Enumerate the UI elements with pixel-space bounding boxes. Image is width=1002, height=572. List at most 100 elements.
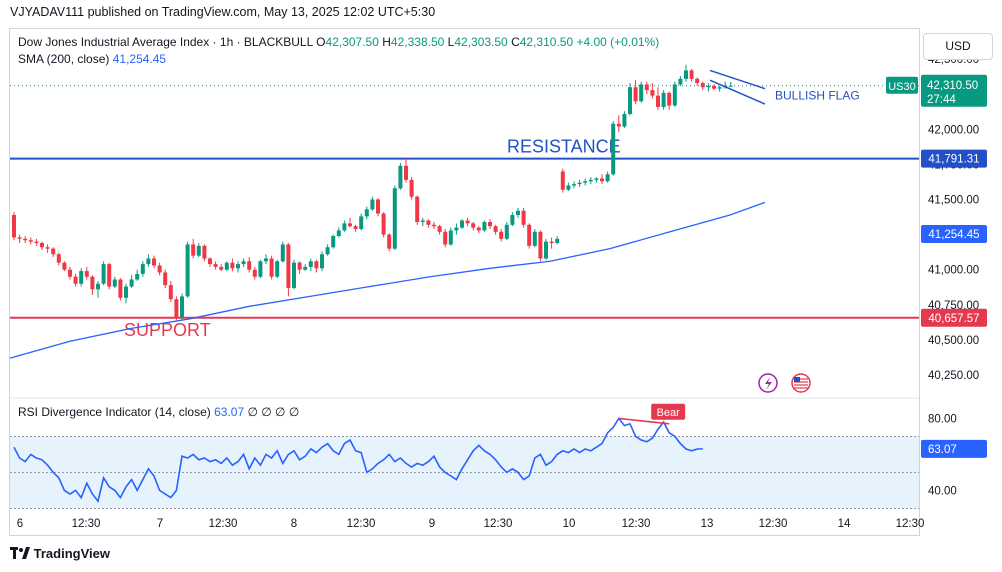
- candle-body: [17, 237, 22, 239]
- tradingview-footer[interactable]: TradingView: [10, 546, 110, 562]
- candle: [572, 181, 576, 189]
- candle: [644, 81, 649, 95]
- price-tick-label: 41,000.00: [928, 265, 979, 277]
- candle-body: [90, 276, 95, 290]
- candle: [684, 64, 688, 82]
- candle-body: [521, 210, 526, 225]
- candle: [622, 111, 627, 128]
- candle: [303, 264, 308, 272]
- candle-body: [157, 265, 162, 273]
- candle-body: [527, 224, 532, 246]
- candle: [404, 157, 408, 183]
- candle-body: [510, 214, 515, 225]
- candle-body: [409, 179, 414, 197]
- candle: [23, 236, 28, 244]
- candle: [241, 258, 246, 267]
- candle: [370, 196, 375, 211]
- symbol-name: Dow Jones Industrial Average Index · 1h …: [18, 35, 313, 49]
- candle: [605, 171, 610, 183]
- candle: [320, 251, 324, 272]
- time-tick-label: 12:30: [622, 518, 651, 530]
- candle: [488, 219, 492, 229]
- candle-body: [454, 227, 459, 231]
- candle-body: [482, 221, 487, 231]
- candle: [157, 262, 162, 276]
- candle-body: [84, 271, 89, 277]
- candle-body: [185, 244, 190, 297]
- candle: [174, 296, 179, 321]
- candle: [443, 229, 448, 248]
- candle-body: [566, 185, 571, 190]
- candle-body: [12, 214, 16, 238]
- flash-icon-bolt: [765, 377, 772, 390]
- sma-legend: SMA (200, close) 41,254.45: [18, 52, 166, 66]
- candle: [84, 266, 89, 280]
- candle: [292, 259, 296, 290]
- candle-body: [308, 261, 313, 267]
- candle-body: [555, 238, 560, 244]
- flag-label: BULLISH FLAG: [775, 89, 860, 103]
- candle: [521, 207, 526, 228]
- currency-button[interactable]: USD: [923, 33, 993, 60]
- candle-body: [538, 231, 543, 259]
- candle-body: [443, 231, 448, 245]
- candle: [101, 261, 106, 286]
- candle: [712, 84, 716, 91]
- candle-body: [152, 258, 156, 266]
- price-tick-label: 40,250.00: [928, 370, 979, 382]
- candle-body: [532, 231, 537, 246]
- candle: [583, 178, 588, 186]
- candle: [79, 268, 84, 287]
- time-tick-label: 12:30: [209, 518, 238, 530]
- candle: [308, 258, 313, 272]
- candle-body: [611, 123, 616, 175]
- candle-body: [79, 271, 84, 284]
- candle-body: [51, 248, 56, 255]
- last-price-tag: [921, 74, 987, 107]
- candle-body: [269, 258, 274, 277]
- candle-body: [392, 188, 397, 249]
- candle: [392, 185, 397, 251]
- time-tick-label: 9: [429, 518, 435, 530]
- sma-value: 41,254.45: [112, 52, 167, 66]
- candle: [437, 224, 442, 235]
- tradingview-brand: TradingView: [33, 546, 110, 561]
- candle: [398, 163, 403, 190]
- candle: [118, 278, 123, 301]
- time-tick-label: 12:30: [896, 518, 925, 530]
- candle-body: [348, 223, 352, 227]
- sma-label: SMA (200, close): [18, 52, 110, 66]
- candle-body: [572, 184, 576, 186]
- candle-body: [286, 244, 291, 288]
- candle: [168, 280, 173, 302]
- candle-body: [364, 209, 369, 217]
- candle-body: [174, 299, 179, 318]
- candle-body: [712, 85, 716, 89]
- candle: [504, 221, 509, 241]
- candle-body: [656, 95, 660, 107]
- close-label: C: [511, 35, 520, 49]
- candle-body: [672, 84, 677, 106]
- candle: [381, 212, 386, 238]
- support-price-label: 40,657.57: [928, 313, 979, 325]
- candle-body: [544, 241, 548, 259]
- candle: [566, 182, 571, 192]
- candle-body: [644, 84, 649, 91]
- candle: [527, 223, 532, 249]
- candle-body: [320, 254, 324, 269]
- candle: [129, 275, 134, 288]
- rsi-tick-label: 80.00: [928, 413, 957, 425]
- candle: [471, 221, 476, 231]
- candle-body: [163, 272, 168, 286]
- candle: [611, 120, 616, 176]
- candle: [628, 83, 632, 116]
- candle-body: [499, 231, 504, 239]
- candle: [376, 198, 380, 217]
- us-flag-icon: [791, 373, 811, 393]
- bear-badge-label: Bear: [657, 407, 681, 419]
- flag-upper-line: [709, 69, 766, 90]
- candle: [493, 224, 498, 235]
- candle-body: [678, 78, 683, 85]
- candle-body: [728, 85, 733, 87]
